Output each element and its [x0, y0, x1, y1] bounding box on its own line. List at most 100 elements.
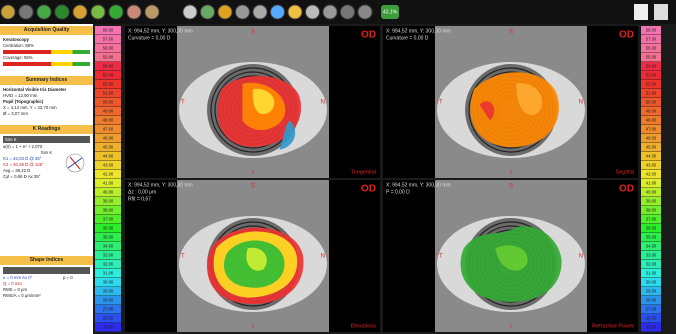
toolbar-icon[interactable]	[357, 4, 373, 20]
scale-cell	[641, 233, 661, 242]
scale-cell	[95, 287, 121, 296]
export-icon[interactable]	[654, 4, 668, 20]
dropdown[interactable]: Sim K	[3, 136, 90, 143]
coords: X: 994,52 mm, Y: 300,30 mm	[128, 182, 193, 188]
scale-cell	[641, 242, 661, 251]
toolbar-icon[interactable]	[217, 4, 233, 20]
toolbar-icon[interactable]	[270, 4, 285, 20]
orient-top: S	[251, 30, 255, 36]
scale-cell	[641, 35, 661, 44]
map-panel: X: 994,52 mm, Y: 300,30 mmP = 0,00 D OD S I…	[383, 180, 638, 332]
scale-cell	[95, 233, 121, 242]
topo-region	[279, 120, 296, 150]
scale-label: 36.00	[646, 226, 657, 231]
scale-label: 58.00	[646, 28, 657, 33]
scale-label: 51.00	[646, 91, 657, 96]
scale-cell	[95, 44, 121, 53]
scale-label: 53.00	[646, 73, 657, 78]
map-name: Tangential	[351, 169, 376, 175]
toolbar-icon[interactable]	[126, 4, 142, 20]
toolbar-icon[interactable]	[108, 4, 124, 20]
dropdown[interactable]	[3, 267, 90, 274]
toolbar-icon[interactable]	[305, 4, 320, 20]
scale-label: 37.00	[103, 217, 114, 222]
scale-label: 27.00	[646, 307, 657, 312]
scale-label: 51.00	[103, 91, 114, 96]
toolbar-icon[interactable]	[0, 4, 16, 20]
orient-right: N	[321, 254, 325, 260]
scale-label: 57.00	[103, 37, 114, 42]
scale-cell	[641, 116, 661, 125]
scale-cell	[641, 71, 661, 80]
scale-cell	[95, 26, 121, 35]
scale-label: 56.00	[646, 46, 657, 51]
map-info: Rfit = 0,67	[128, 196, 151, 202]
toolbar: 43.1%	[0, 0, 676, 24]
toolbar-icon[interactable]	[200, 4, 215, 20]
scale-cell	[95, 197, 121, 206]
scale-label: 44.00	[646, 154, 657, 159]
toolbar-icon[interactable]	[182, 4, 198, 20]
scale-cell	[95, 269, 121, 278]
scale-label: 46.00	[103, 136, 114, 141]
eye-label: OD	[361, 30, 376, 41]
scale-label: 47.00	[103, 127, 114, 132]
scale-label: 33.00	[646, 253, 657, 258]
toolbar-icon[interactable]	[36, 4, 52, 20]
scale-cell	[641, 98, 661, 107]
topo-region	[252, 88, 275, 115]
scale-label: 40.00	[103, 190, 114, 195]
toolbar-icon[interactable]	[287, 4, 303, 20]
orient-right: N	[579, 254, 583, 260]
scale-cell	[95, 296, 121, 305]
text: Horizontal Visible Iris Diameter	[3, 87, 67, 92]
section-title: K Readings	[0, 125, 93, 134]
scale-cell	[95, 314, 121, 323]
scale-label: 50.00	[646, 100, 657, 105]
toolbar-icon[interactable]	[322, 4, 338, 20]
text: a(0) = 1 + e² + 2,070	[3, 144, 43, 149]
toolbar-icon[interactable]	[252, 4, 268, 20]
scale-cell	[95, 98, 121, 107]
orient-top: S	[251, 184, 255, 190]
scale-label: 25.00	[646, 325, 657, 330]
left-panel: Acquisition Quality Keratoscopy Centrati…	[0, 24, 93, 334]
text: RMS/A = 0 μm/mm²	[3, 293, 41, 298]
eye-label: OD	[361, 184, 376, 195]
scale-label: 27.00	[103, 307, 114, 312]
section-title: Acquisition Quality	[0, 26, 93, 35]
scale-cell	[641, 161, 661, 170]
pdf-icon[interactable]	[634, 4, 648, 20]
orient-right: N	[579, 100, 583, 106]
toolbar-icon[interactable]	[54, 4, 70, 20]
scale-cell	[95, 224, 121, 233]
toolbar-icon[interactable]	[90, 4, 106, 20]
toolbar-icon[interactable]	[144, 4, 160, 20]
scale-cell	[95, 53, 121, 62]
quality-bar	[3, 50, 90, 54]
scale-label: 34.00	[103, 244, 114, 249]
scale-label: 47.00	[646, 127, 657, 132]
scale-label: 33.00	[103, 253, 114, 258]
scale-cell	[95, 107, 121, 116]
orient-bottom: I	[252, 171, 254, 177]
scale-label: 52.00	[103, 82, 114, 87]
scale-cell	[641, 305, 661, 314]
scale-label: 30.00	[103, 280, 114, 285]
toolbar-icon[interactable]	[235, 4, 250, 20]
scale-label: 45.00	[646, 145, 657, 150]
scale-label: 38.00	[103, 208, 114, 213]
scale-cell	[641, 170, 661, 179]
toolbar-icon[interactable]	[18, 4, 34, 20]
scale-label: 57.00	[646, 37, 657, 42]
scale-label: 41.00	[646, 181, 657, 186]
scale-cell	[641, 107, 661, 116]
toolbar-icon[interactable]	[72, 4, 88, 20]
text: Centration: 88%	[3, 43, 34, 48]
scale-cell	[95, 116, 121, 125]
orient-left: T	[181, 254, 185, 260]
scale-label: 41.00	[103, 181, 114, 186]
scale-label: 48.00	[103, 118, 114, 123]
toolbar-icon[interactable]	[340, 4, 355, 20]
